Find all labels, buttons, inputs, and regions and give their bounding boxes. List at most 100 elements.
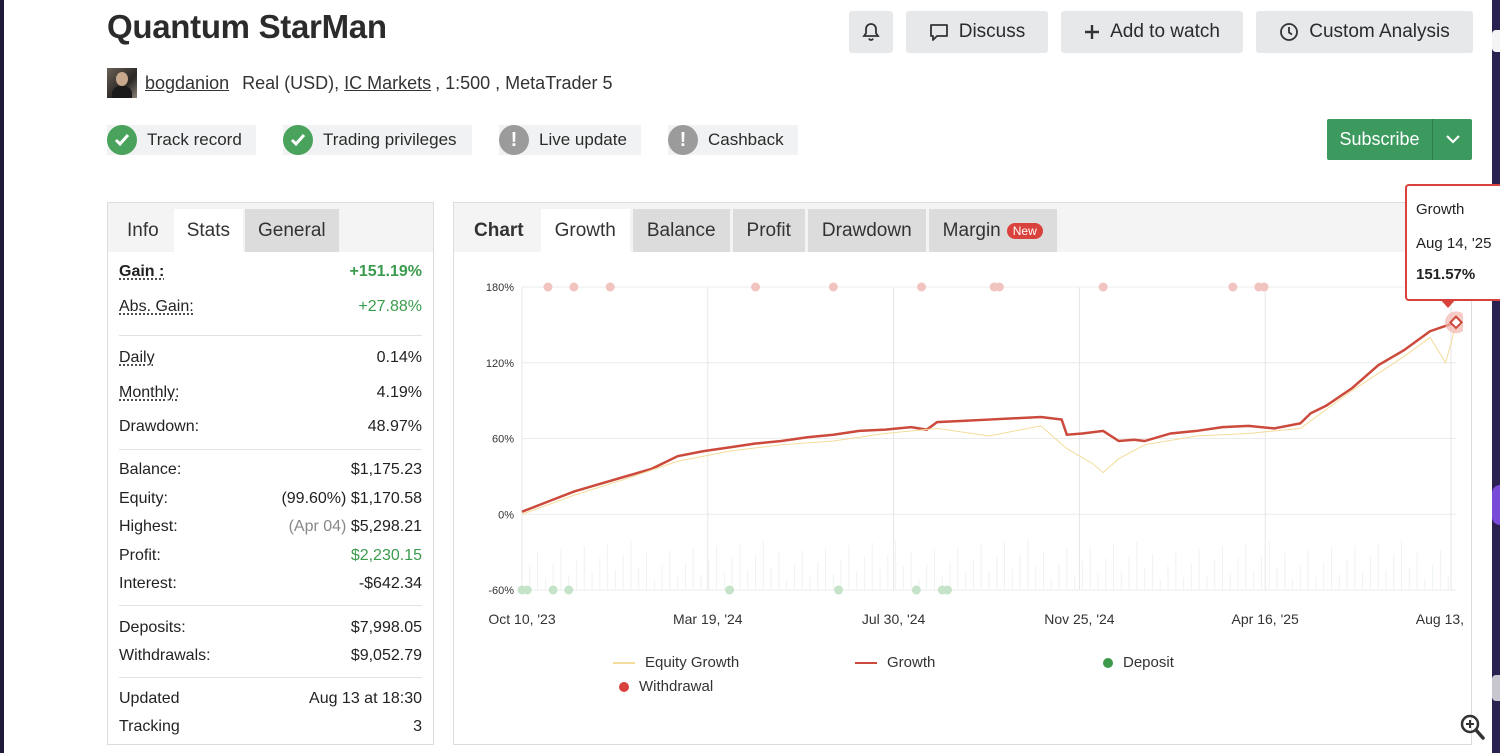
- zoom-icon[interactable]: [1459, 713, 1487, 743]
- stat-value: $1,175.23: [351, 461, 422, 479]
- chart-tabs: Chart Growth Balance Profit Drawdown Mar…: [454, 203, 1471, 252]
- left-window-edge: [0, 0, 4, 753]
- discuss-label: Discuss: [959, 21, 1026, 43]
- subscribe-dropdown[interactable]: [1433, 135, 1472, 144]
- legend-label: Growth: [887, 654, 935, 671]
- stat-value: $9,052.79: [351, 647, 422, 665]
- withdrawal-marker: [1260, 283, 1269, 292]
- page-title: Quantum StarMan: [107, 8, 387, 46]
- stat-label[interactable]: Daily: [119, 349, 155, 367]
- legend-growth[interactable]: Growth: [855, 654, 935, 671]
- badge-trading-privileges[interactable]: Trading privileges: [283, 125, 472, 155]
- withdrawal-marker: [829, 283, 838, 292]
- deposit-marker: [943, 586, 952, 595]
- account-meta: bogdanion Real (USD), IC Markets , 1:500…: [107, 67, 613, 99]
- avatar[interactable]: [107, 68, 137, 98]
- stats-tabs: Info Stats General: [108, 203, 433, 252]
- discuss-button[interactable]: Discuss: [906, 11, 1048, 53]
- tab-growth[interactable]: Growth: [541, 209, 630, 252]
- tab-margin-label: Margin: [943, 220, 1001, 242]
- badge-label: Cashback: [708, 130, 784, 150]
- stat-label: Withdrawals:: [119, 647, 211, 665]
- check-icon: [107, 125, 137, 155]
- stat-label[interactable]: Gain :: [119, 263, 164, 281]
- stat-withdrawals: Withdrawals: $9,052.79: [119, 647, 422, 665]
- right-window-edge: [1492, 0, 1500, 753]
- y-tick-label: -60%: [488, 585, 514, 597]
- add-to-watch-button[interactable]: Add to watch: [1061, 11, 1243, 53]
- tab-profit[interactable]: Profit: [733, 209, 805, 252]
- badge-label: Live update: [539, 130, 627, 150]
- stat-label[interactable]: Abs. Gain:: [119, 298, 194, 316]
- stat-updated: Updated Aug 13 at 18:30: [119, 690, 422, 708]
- plus-icon: [1084, 24, 1100, 40]
- stat-value: $7,998.05: [351, 619, 422, 637]
- y-tick-label: 60%: [492, 434, 514, 446]
- badge-track-record[interactable]: Track record: [107, 125, 256, 155]
- withdrawal-marker: [751, 283, 760, 292]
- tab-drawdown[interactable]: Drawdown: [808, 209, 926, 252]
- tab-balance[interactable]: Balance: [633, 209, 730, 252]
- stat-label[interactable]: Monthly:: [119, 384, 179, 402]
- custom-analysis-label: Custom Analysis: [1309, 21, 1449, 43]
- subscribe-button[interactable]: Subscribe: [1327, 119, 1472, 160]
- stat-label: Highest:: [119, 518, 178, 536]
- stat-profit: Profit: $2,230.15: [119, 547, 422, 565]
- x-tick-label: Apr 16, '25: [1232, 611, 1299, 627]
- stat-drawdown: Drawdown: 48.97%: [119, 418, 422, 436]
- chart-tooltip: Growth Aug 14, '25 151.57%: [1405, 184, 1500, 301]
- exclamation-icon: !: [499, 125, 529, 155]
- badge-live-update[interactable]: ! Live update: [499, 125, 641, 155]
- withdrawal-marker: [1099, 283, 1108, 292]
- chevron-down-icon: [1446, 135, 1460, 144]
- tab-info[interactable]: Info: [114, 209, 172, 252]
- legend-deposit[interactable]: Deposit: [1103, 654, 1174, 671]
- stat-deposits: Deposits: $7,998.05: [119, 619, 422, 637]
- stat-value: -$642.34: [359, 575, 422, 593]
- custom-analysis-button[interactable]: Custom Analysis: [1256, 11, 1473, 53]
- notification-button[interactable]: [849, 11, 893, 53]
- bell-icon: [862, 22, 880, 42]
- withdrawal-marker: [917, 283, 926, 292]
- stat-label: Drawdown:: [119, 418, 199, 436]
- stat-value: 3: [413, 718, 422, 736]
- deposit-marker: [523, 586, 532, 595]
- badge-cashback[interactable]: ! Cashback: [668, 125, 798, 155]
- new-badge: New: [1007, 223, 1043, 239]
- stat-monthly: Monthly: 4.19%: [119, 384, 422, 402]
- legend-dot-icon: [1103, 658, 1113, 668]
- tab-chart[interactable]: Chart: [460, 209, 538, 252]
- leverage-platform: , 1:500 , MetaTrader 5: [435, 73, 612, 94]
- add-to-watch-label: Add to watch: [1110, 21, 1220, 43]
- tab-margin[interactable]: Margin New: [929, 209, 1057, 252]
- badge-label: Trading privileges: [323, 130, 457, 150]
- legend-withdrawal[interactable]: Withdrawal: [619, 678, 713, 695]
- stat-label: Updated: [119, 690, 180, 708]
- stat-label: Profit:: [119, 547, 161, 565]
- x-tick-label: Mar 19, '24: [673, 611, 743, 627]
- stat-tracking: Tracking 3: [119, 718, 422, 736]
- stat-highest: Highest: (Apr 04) $5,298.21: [119, 518, 422, 536]
- legend-label: Deposit: [1123, 654, 1174, 671]
- legend-label: Equity Growth: [645, 654, 739, 671]
- stat-value: 48.97%: [368, 418, 422, 436]
- tab-stats[interactable]: Stats: [174, 209, 243, 252]
- withdrawal-marker: [543, 283, 552, 292]
- withdrawal-marker: [1228, 283, 1237, 292]
- broker-link[interactable]: IC Markets: [344, 73, 431, 94]
- tab-general[interactable]: General: [245, 209, 339, 252]
- stat-value: $5,298.21: [351, 518, 422, 535]
- legend-equity-growth[interactable]: Equity Growth: [613, 654, 739, 671]
- stat-value: +27.88%: [358, 298, 422, 316]
- y-tick-label: 180%: [486, 282, 514, 294]
- tooltip-series: Growth: [1416, 201, 1464, 218]
- withdrawal-marker: [569, 283, 578, 292]
- y-tick-label: 120%: [486, 358, 514, 370]
- stat-label: Tracking: [119, 718, 180, 736]
- growth-chart[interactable]: 180% 120% 60% 0% -60% Oct 10, '23 Mar 19, '24 J…: [453, 250, 1463, 640]
- username-link[interactable]: bogdanion: [145, 73, 229, 94]
- stat-label: Balance:: [119, 461, 181, 479]
- stat-value: $2,230.15: [351, 547, 422, 565]
- exclamation-icon: !: [668, 125, 698, 155]
- badge-label: Track record: [147, 130, 242, 150]
